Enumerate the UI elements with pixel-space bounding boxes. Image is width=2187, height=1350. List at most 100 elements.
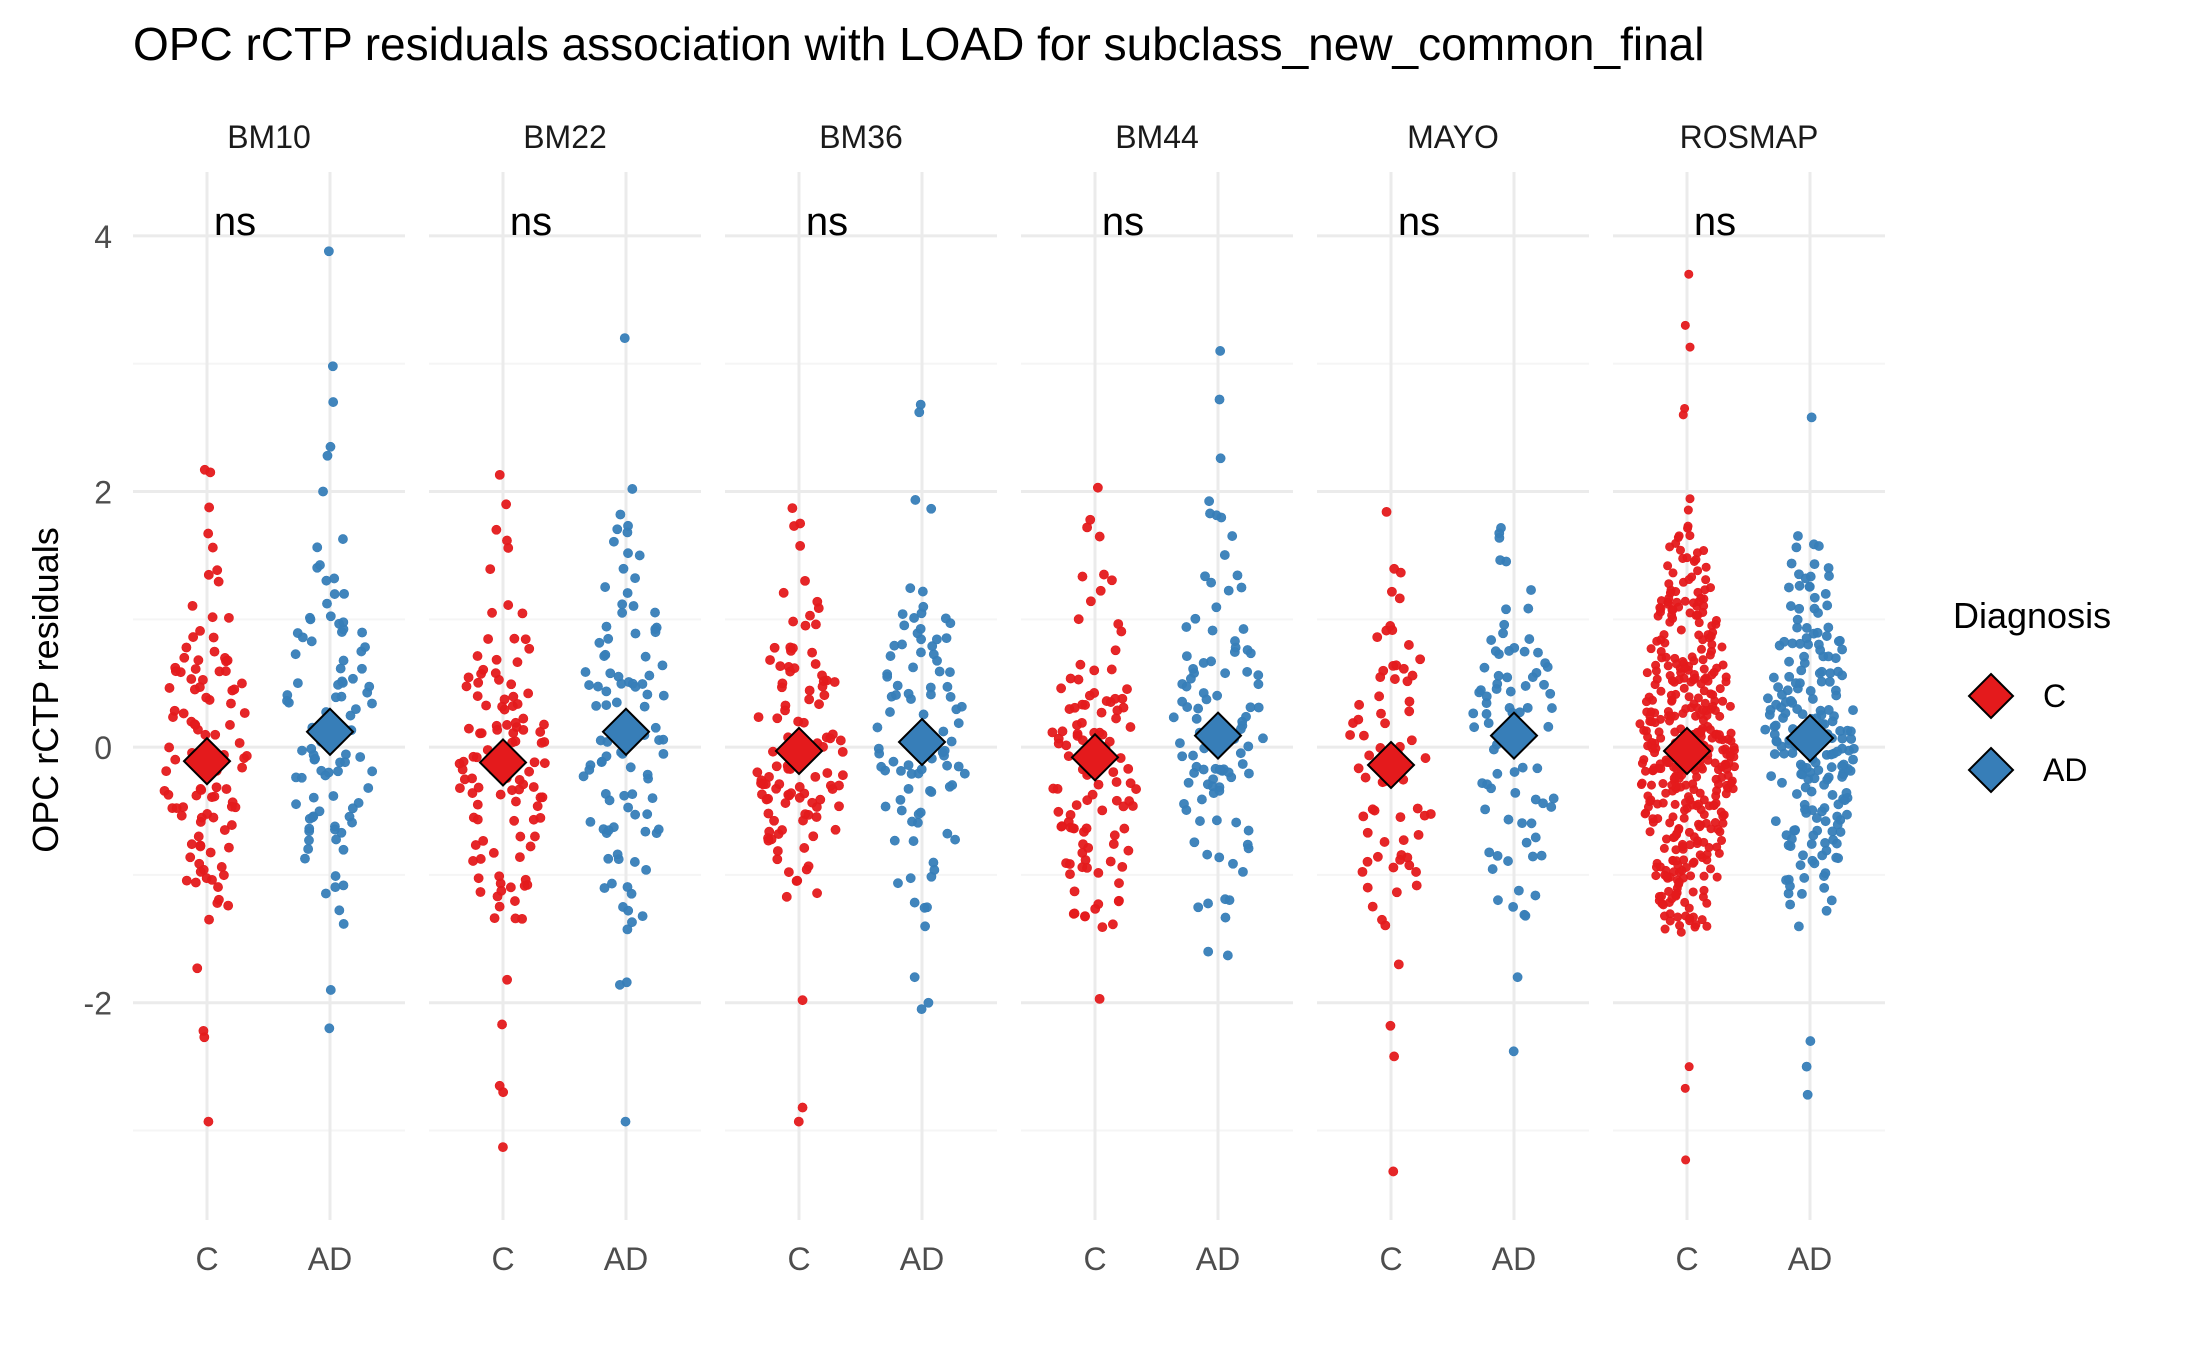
data-point <box>1253 679 1264 690</box>
data-point <box>1714 848 1724 858</box>
data-point <box>229 684 240 695</box>
data-point <box>1696 644 1706 654</box>
data-point <box>891 690 901 700</box>
data-point <box>330 824 340 835</box>
data-point <box>1671 890 1681 900</box>
data-point <box>647 793 658 804</box>
data-point <box>1823 705 1834 715</box>
data-point <box>1801 623 1812 633</box>
data-point <box>1643 802 1653 812</box>
data-point <box>1643 732 1653 742</box>
data-point <box>207 612 218 623</box>
data-point <box>1701 575 1711 585</box>
data-point <box>339 588 349 599</box>
data-point <box>348 673 358 684</box>
data-point <box>535 792 546 803</box>
data-point <box>219 825 230 835</box>
data-point <box>926 689 936 700</box>
data-point <box>641 864 651 875</box>
data-point <box>1688 912 1698 922</box>
data-point <box>808 831 819 842</box>
data-point <box>1404 640 1414 650</box>
data-point <box>481 700 491 711</box>
data-point <box>1527 851 1538 862</box>
data-point <box>1097 805 1108 816</box>
data-point <box>1545 688 1556 699</box>
data-point <box>619 790 630 801</box>
data-point <box>1790 678 1801 689</box>
data-point <box>791 876 802 886</box>
data-point <box>1663 661 1673 671</box>
data-point <box>1543 721 1554 732</box>
data-point <box>1056 821 1067 832</box>
data-point <box>1205 508 1215 519</box>
data-point <box>1521 837 1532 848</box>
data-point <box>1684 827 1694 837</box>
data-point <box>1524 634 1535 644</box>
data-point <box>1388 862 1399 873</box>
data-point <box>1108 839 1119 849</box>
data-point <box>1848 705 1858 716</box>
data-point <box>1678 553 1688 563</box>
data-point <box>1502 672 1513 683</box>
data-point <box>1679 683 1689 693</box>
data-point <box>1698 705 1708 715</box>
data-point <box>1661 788 1671 798</box>
significance-label: ns <box>1694 200 1736 244</box>
data-point <box>1841 787 1852 798</box>
data-point <box>1690 673 1700 683</box>
data-point <box>528 782 539 792</box>
data-point <box>1667 780 1677 790</box>
data-point <box>1406 735 1417 746</box>
data-point <box>524 766 535 777</box>
data-point <box>1663 561 1673 571</box>
data-point <box>1090 903 1101 914</box>
data-point <box>1699 686 1709 696</box>
data-point <box>812 888 822 899</box>
data-point <box>1714 730 1724 740</box>
data-point <box>1077 717 1087 728</box>
data-point <box>328 397 339 407</box>
data-point <box>1809 773 1820 784</box>
data-point <box>620 1116 631 1127</box>
data-point <box>497 1019 507 1030</box>
data-point <box>463 672 474 683</box>
data-point <box>303 844 314 854</box>
data-point <box>304 612 315 623</box>
data-point <box>830 824 841 835</box>
data-point <box>1085 596 1096 607</box>
data-point <box>1689 699 1699 709</box>
data-point <box>769 642 780 653</box>
data-point <box>1078 839 1088 850</box>
data-point <box>916 1004 927 1015</box>
data-point <box>926 503 937 514</box>
data-point <box>650 607 660 618</box>
data-point <box>473 782 484 793</box>
data-point <box>478 835 489 846</box>
data-point <box>925 785 935 796</box>
data-point <box>1364 750 1375 761</box>
data-point <box>1358 811 1369 822</box>
data-point <box>1536 850 1547 861</box>
data-point <box>325 611 336 622</box>
data-point <box>1795 860 1806 871</box>
data-point <box>1650 708 1660 718</box>
data-point <box>622 924 633 935</box>
data-point <box>455 783 465 794</box>
data-point <box>209 646 220 657</box>
data-point <box>941 633 952 644</box>
data-point <box>472 651 483 661</box>
data-point <box>515 852 525 863</box>
data-point <box>1519 646 1530 657</box>
data-point <box>1195 816 1205 826</box>
data-point <box>1181 681 1192 692</box>
data-point <box>1725 751 1735 761</box>
data-point <box>1191 713 1202 724</box>
data-point <box>1056 683 1067 694</box>
data-point <box>1367 901 1378 912</box>
data-point <box>630 628 641 639</box>
data-point <box>330 882 341 893</box>
data-point <box>320 888 331 899</box>
data-point <box>1661 872 1671 882</box>
data-point <box>1517 818 1527 829</box>
